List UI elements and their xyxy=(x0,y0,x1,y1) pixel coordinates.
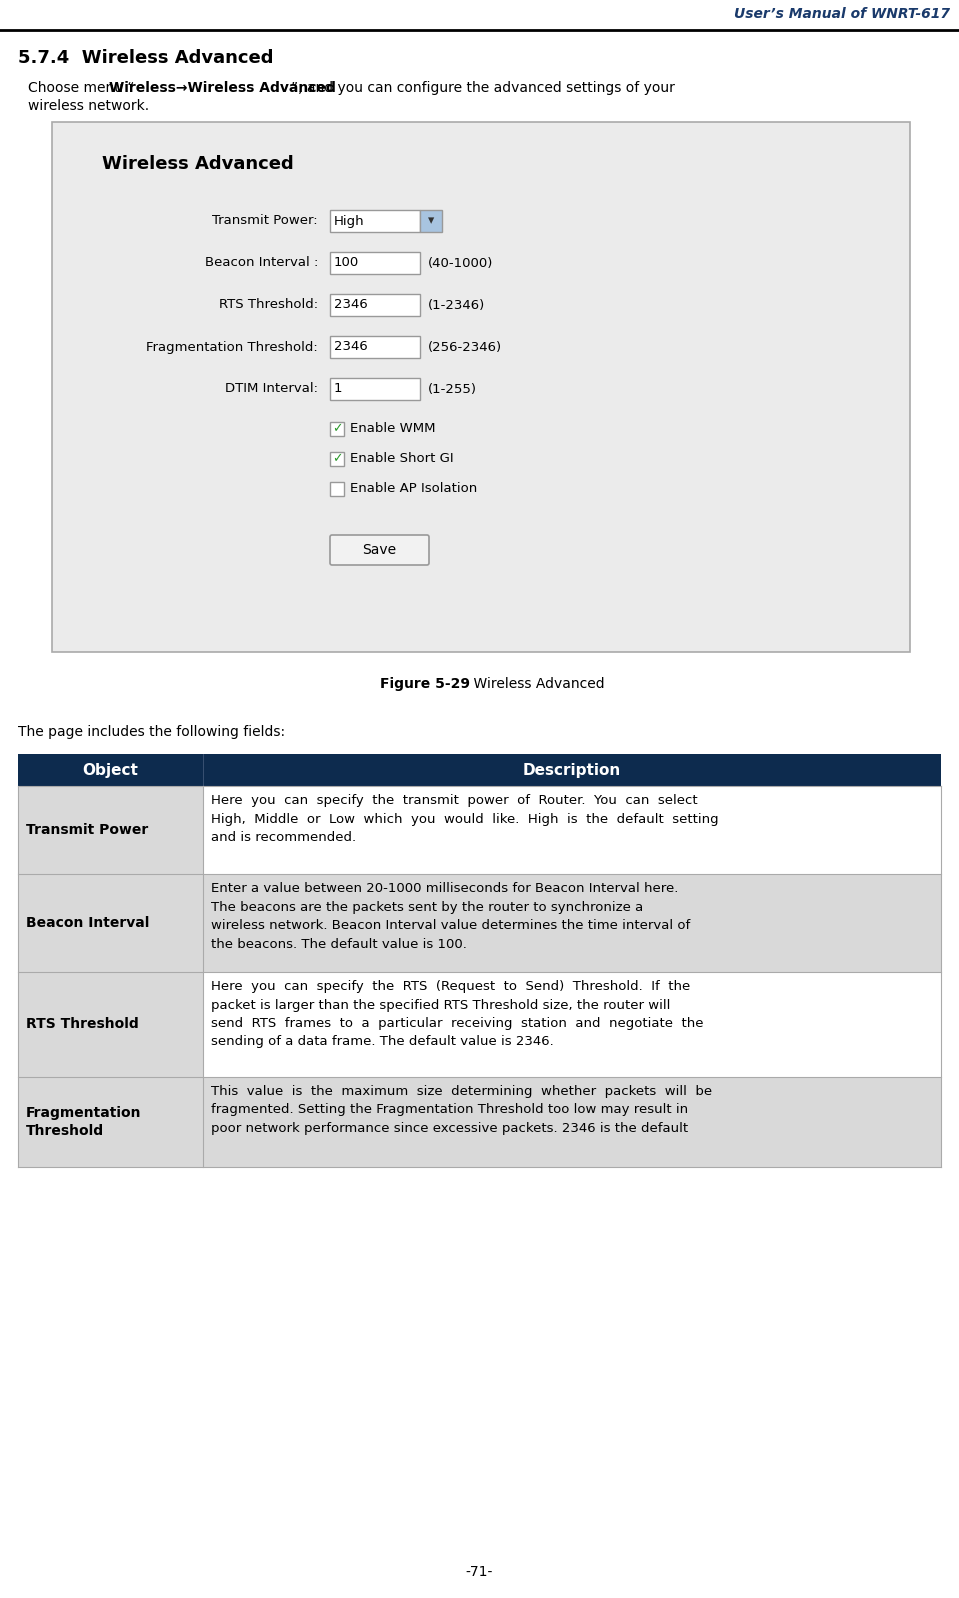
FancyBboxPatch shape xyxy=(330,452,344,467)
Text: Wireless→Wireless Advanced: Wireless→Wireless Advanced xyxy=(109,81,336,94)
FancyBboxPatch shape xyxy=(203,972,941,1077)
FancyBboxPatch shape xyxy=(330,294,420,316)
FancyBboxPatch shape xyxy=(330,483,344,495)
Text: High: High xyxy=(334,214,364,227)
Text: Choose menu “: Choose menu “ xyxy=(28,81,134,94)
Text: This  value  is  the  maximum  size  determining  whether  packets  will  be
fra: This value is the maximum size determini… xyxy=(211,1085,713,1135)
Text: (1-2346): (1-2346) xyxy=(428,299,485,312)
Text: Object: Object xyxy=(82,762,138,778)
Text: Beacon Interval: Beacon Interval xyxy=(26,916,150,930)
Text: Description: Description xyxy=(523,762,621,778)
FancyBboxPatch shape xyxy=(330,422,344,436)
FancyBboxPatch shape xyxy=(203,786,941,874)
FancyBboxPatch shape xyxy=(52,121,910,652)
Text: 100: 100 xyxy=(334,257,360,270)
Text: ”, and you can configure the advanced settings of your: ”, and you can configure the advanced se… xyxy=(291,81,675,94)
Text: Enable WMM: Enable WMM xyxy=(350,422,435,436)
Text: DTIM Interval:: DTIM Interval: xyxy=(225,382,318,395)
FancyBboxPatch shape xyxy=(18,786,203,874)
Text: 2346: 2346 xyxy=(334,340,367,353)
Text: 5.7.4  Wireless Advanced: 5.7.4 Wireless Advanced xyxy=(18,50,273,67)
Text: User’s Manual of WNRT-617: User’s Manual of WNRT-617 xyxy=(734,6,950,21)
FancyBboxPatch shape xyxy=(330,379,420,400)
Text: Save: Save xyxy=(363,543,397,558)
FancyBboxPatch shape xyxy=(330,252,420,273)
Text: Transmit Power: Transmit Power xyxy=(26,823,149,837)
FancyBboxPatch shape xyxy=(18,1077,203,1167)
Text: Transmit Power:: Transmit Power: xyxy=(212,214,318,227)
Text: ✓: ✓ xyxy=(332,422,342,436)
Text: ✓: ✓ xyxy=(332,452,342,465)
Text: Beacon Interval :: Beacon Interval : xyxy=(204,257,318,270)
Text: Figure 5-29: Figure 5-29 xyxy=(380,678,470,690)
Text: Wireless Advanced: Wireless Advanced xyxy=(102,155,293,173)
FancyBboxPatch shape xyxy=(203,1077,941,1167)
Text: (256-2346): (256-2346) xyxy=(428,340,503,353)
Text: 2346: 2346 xyxy=(334,299,367,312)
FancyBboxPatch shape xyxy=(330,209,420,232)
FancyBboxPatch shape xyxy=(420,209,442,232)
Text: -71-: -71- xyxy=(466,1564,493,1579)
Text: (40-1000): (40-1000) xyxy=(428,257,493,270)
Text: (1-255): (1-255) xyxy=(428,382,477,395)
Text: ▾: ▾ xyxy=(428,214,434,227)
Text: The page includes the following fields:: The page includes the following fields: xyxy=(18,725,285,738)
FancyBboxPatch shape xyxy=(18,754,941,786)
FancyBboxPatch shape xyxy=(330,336,420,358)
Text: Enter a value between 20-1000 milliseconds for Beacon Interval here.
The beacons: Enter a value between 20-1000 millisecon… xyxy=(211,882,690,951)
Text: RTS Threshold: RTS Threshold xyxy=(26,1018,139,1031)
Text: RTS Threshold:: RTS Threshold: xyxy=(219,299,318,312)
Text: Fragmentation
Threshold: Fragmentation Threshold xyxy=(26,1106,142,1138)
Text: 1: 1 xyxy=(334,382,342,395)
FancyBboxPatch shape xyxy=(203,874,941,972)
Text: Here  you  can  specify  the  transmit  power  of  Router.  You  can  select
Hig: Here you can specify the transmit power … xyxy=(211,794,718,844)
FancyBboxPatch shape xyxy=(18,972,203,1077)
Text: Enable Short GI: Enable Short GI xyxy=(350,452,454,465)
Text: Enable AP Isolation: Enable AP Isolation xyxy=(350,483,478,495)
FancyBboxPatch shape xyxy=(330,535,429,566)
FancyBboxPatch shape xyxy=(18,874,203,972)
Text: wireless network.: wireless network. xyxy=(28,99,150,113)
Text: Here  you  can  specify  the  RTS  (Request  to  Send)  Threshold.  If  the
pack: Here you can specify the RTS (Request to… xyxy=(211,980,704,1048)
Text: Fragmentation Threshold:: Fragmentation Threshold: xyxy=(147,340,318,353)
Text: Wireless Advanced: Wireless Advanced xyxy=(456,678,605,690)
